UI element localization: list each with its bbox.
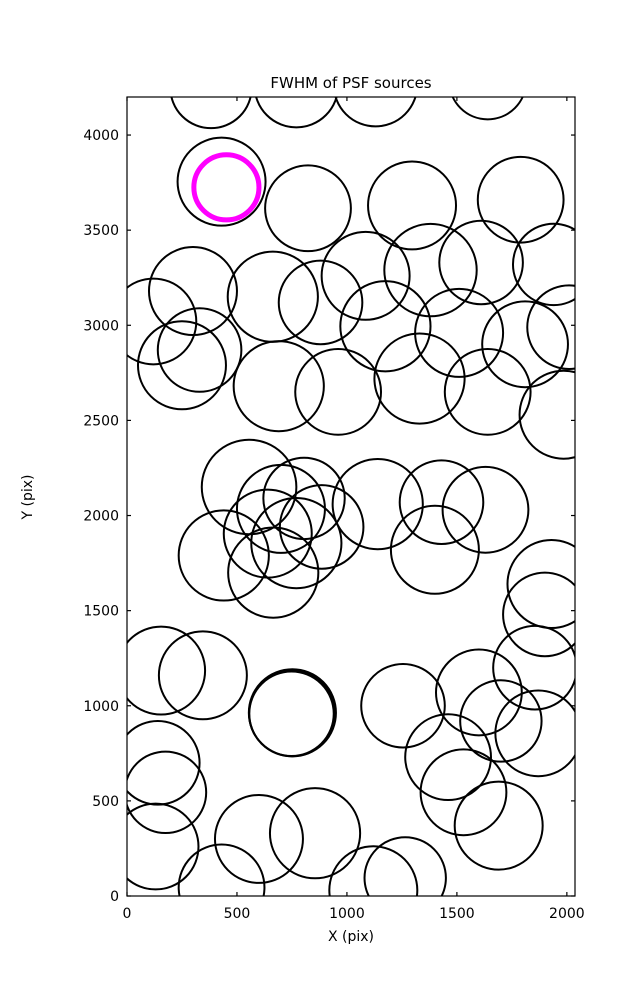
axis-ticks-layer: 0 500 1000 1500 2000 0 500 1000 1500 2000 2500 3000… bbox=[83, 97, 585, 922]
psf-source-circle bbox=[398, 459, 485, 545]
psf-source-circle bbox=[334, 97, 417, 128]
x-tick-label: 1000 bbox=[329, 906, 365, 922]
x-tick-label: 500 bbox=[224, 906, 251, 922]
psf-source-circle bbox=[506, 539, 575, 629]
y-axis-label: Y (pix) bbox=[20, 475, 36, 521]
psf-source-circle bbox=[147, 246, 238, 337]
psf-source-circle bbox=[383, 222, 478, 318]
psf-source-circle bbox=[476, 155, 565, 244]
data-circles-layer bbox=[127, 97, 575, 896]
psf-source-circle bbox=[441, 465, 530, 554]
psf-source-circle bbox=[127, 625, 207, 716]
x-axis-label: X (pix) bbox=[328, 929, 374, 945]
psf-source-circle bbox=[419, 748, 508, 837]
y-tick-label: 2000 bbox=[83, 509, 119, 525]
psf-source-circle bbox=[232, 340, 325, 433]
psf-source-circle bbox=[177, 843, 266, 896]
psf-source-circle bbox=[156, 307, 243, 393]
psf-source-circle bbox=[328, 845, 419, 896]
psf-source-circle bbox=[373, 332, 466, 425]
psf-source-circle bbox=[492, 624, 575, 711]
psf-source-circle bbox=[526, 284, 575, 370]
psf-source-circle bbox=[278, 484, 365, 570]
psf-source-circle bbox=[176, 136, 267, 227]
y-tick-label: 4000 bbox=[83, 128, 119, 144]
psf-source-circle bbox=[360, 662, 446, 749]
psf-source-circle bbox=[451, 97, 524, 121]
y-tick-label: 0 bbox=[110, 889, 119, 905]
psf-source-circle bbox=[367, 160, 458, 251]
psf-source-circle bbox=[518, 369, 575, 460]
psf-source-circle bbox=[264, 164, 352, 253]
psf-source-circle bbox=[227, 526, 320, 619]
x-tick-label: 0 bbox=[123, 906, 132, 922]
psf-source-circle bbox=[248, 670, 335, 757]
psf-source-circle bbox=[511, 222, 575, 307]
psf-source-circle bbox=[170, 97, 252, 130]
psf-source-circle bbox=[339, 280, 432, 373]
psf-source-circle bbox=[459, 679, 543, 763]
psf-source-circle bbox=[404, 713, 492, 802]
psf-source-circle bbox=[443, 347, 532, 436]
psf-source-circle bbox=[502, 571, 575, 658]
y-tick-label: 1500 bbox=[83, 604, 119, 620]
y-tick-label: 3500 bbox=[83, 223, 119, 239]
psf-source-circle bbox=[127, 750, 208, 834]
psf-source-circle bbox=[294, 347, 383, 436]
y-tick-label: 2500 bbox=[83, 413, 119, 429]
psf-source-circle bbox=[331, 458, 424, 551]
y-tick-label: 1000 bbox=[83, 699, 119, 715]
psf-source-circle bbox=[389, 504, 480, 595]
page-title: FWHM of PSF sources bbox=[270, 74, 431, 92]
psf-source-circle bbox=[250, 497, 343, 590]
x-tick-label: 1500 bbox=[439, 906, 475, 922]
psf-source-circle bbox=[435, 648, 523, 737]
psf-source-circle bbox=[191, 152, 262, 223]
y-tick-label: 500 bbox=[92, 794, 119, 810]
psf-source-circle bbox=[277, 259, 364, 346]
psf-source-circle bbox=[136, 320, 227, 411]
psf-source-circle bbox=[438, 219, 524, 306]
psf-source-circle bbox=[213, 793, 304, 884]
psf-source-circle bbox=[127, 277, 198, 366]
y-tick-label: 3000 bbox=[83, 318, 119, 334]
psf-source-circle bbox=[157, 630, 248, 721]
psf-source-circle bbox=[177, 509, 270, 602]
psf-source-circle bbox=[268, 787, 362, 880]
psf-source-circle bbox=[363, 836, 447, 896]
x-tick-label: 2000 bbox=[549, 906, 585, 922]
psf-source-circle bbox=[481, 300, 569, 389]
psf-source-circle bbox=[127, 802, 200, 891]
psf-source-circle bbox=[494, 689, 575, 778]
psf-source-circle bbox=[255, 97, 338, 129]
psf-source-circle bbox=[320, 230, 411, 321]
axes-frame bbox=[126, 96, 576, 897]
psf-source-circle bbox=[453, 780, 544, 871]
